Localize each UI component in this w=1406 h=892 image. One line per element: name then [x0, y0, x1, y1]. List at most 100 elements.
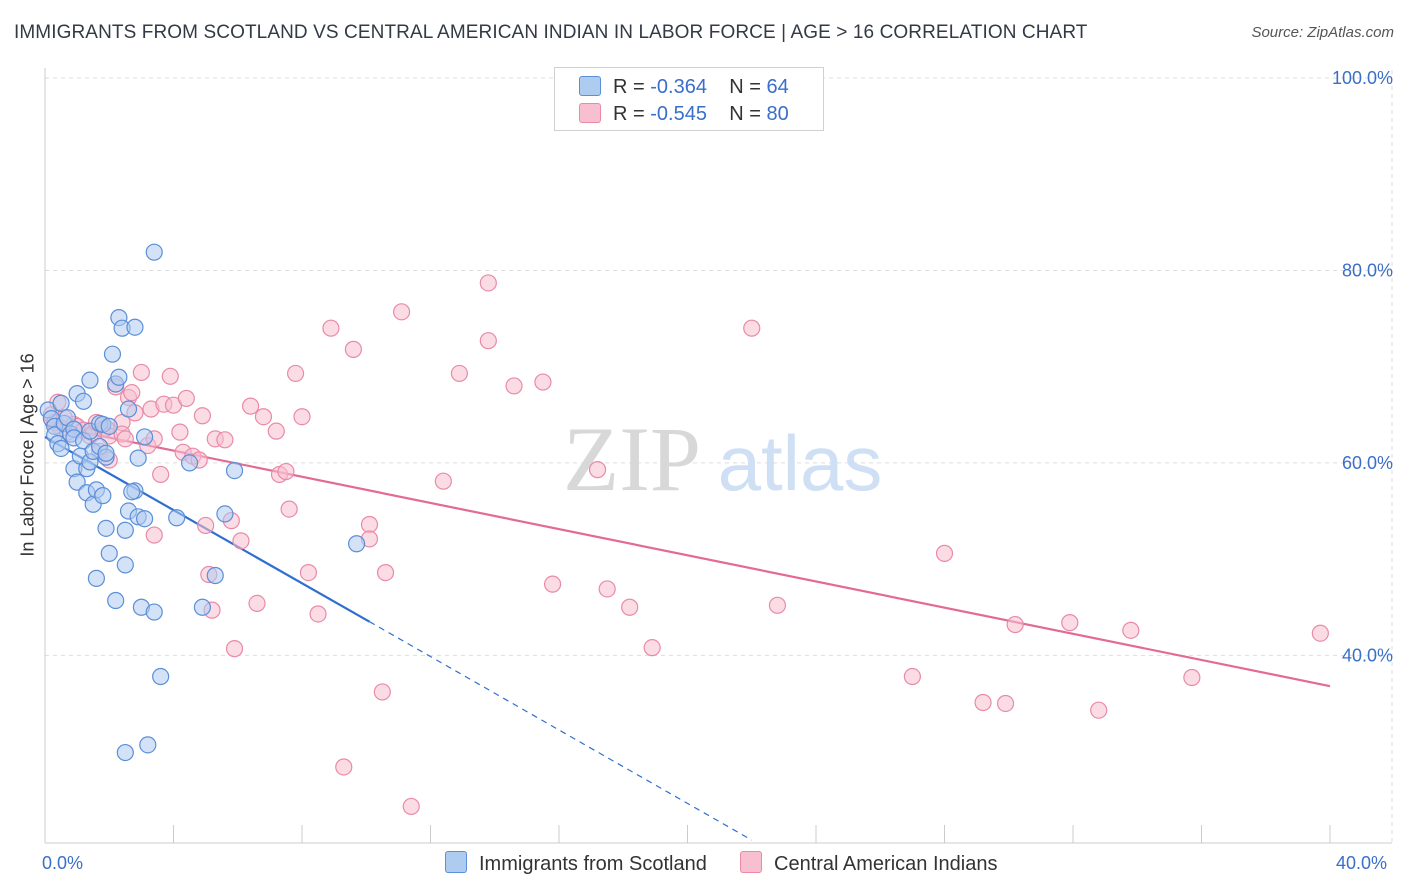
trend-line-central: [44, 423, 1331, 688]
point-scotland: [74, 392, 93, 410]
point-central: [277, 462, 295, 481]
point-scotland: [348, 535, 366, 553]
y-axis-label: In Labor Force | Age > 16: [17, 353, 38, 557]
legend-n-label-central: N =: [729, 103, 761, 125]
point-central: [123, 384, 141, 402]
point-central: [286, 364, 305, 383]
point-central: [768, 596, 787, 614]
point-central: [116, 430, 134, 448]
bottom-legend-scotland: Immigrants from Scotland: [445, 851, 707, 876]
point-central: [376, 564, 395, 582]
point-central: [232, 532, 250, 550]
points-immigrants-from-scotland: [39, 243, 366, 762]
point-central: [177, 389, 195, 408]
point-central: [903, 667, 921, 686]
point-central: [322, 319, 340, 337]
point-central: [598, 580, 616, 598]
point-central: [171, 423, 189, 441]
point-scotland: [206, 566, 224, 585]
y-tick-label-60: 60.0%: [1342, 453, 1393, 473]
point-central: [197, 516, 215, 535]
point-scotland: [100, 417, 118, 435]
point-central: [1122, 621, 1140, 639]
point-scotland: [68, 473, 86, 491]
point-central: [643, 639, 661, 657]
legend-r-label-scotland: R =: [613, 76, 645, 98]
points-central-american-indians: [42, 274, 1329, 816]
point-scotland: [135, 510, 154, 528]
legend-row-scotland: R = -0.364 N = 64: [579, 76, 789, 100]
point-central: [479, 332, 497, 350]
point-scotland: [100, 544, 118, 562]
point-central: [588, 461, 607, 479]
point-scotland: [145, 243, 163, 261]
point-central: [145, 526, 163, 544]
point-scotland: [116, 556, 134, 574]
point-central: [935, 544, 954, 562]
point-scotland: [97, 444, 115, 462]
watermark-zip: ZIP: [563, 408, 701, 510]
point-scotland: [123, 483, 141, 501]
point-central: [254, 408, 273, 426]
point-central: [335, 758, 353, 776]
point-scotland: [152, 667, 170, 686]
point-central: [161, 367, 179, 385]
point-central: [280, 500, 298, 518]
point-scotland: [193, 598, 212, 616]
point-central: [479, 274, 497, 292]
point-central: [543, 575, 562, 593]
y-tick-label-40: 40.0%: [1342, 645, 1393, 665]
point-scotland: [116, 743, 134, 762]
trend-line-scotland-extension: [369, 621, 753, 841]
point-central: [132, 363, 150, 382]
point-scotland: [135, 428, 154, 446]
point-scotland: [97, 519, 115, 537]
grid-layer: [45, 70, 1393, 843]
point-central: [344, 340, 362, 358]
point-central: [743, 319, 761, 337]
point-scotland: [52, 439, 70, 458]
point-scotland: [110, 368, 128, 386]
point-central: [293, 408, 311, 426]
point-scotland: [52, 394, 70, 412]
axes-layer: [44, 68, 1392, 844]
point-scotland: [139, 736, 157, 754]
point-scotland: [87, 569, 106, 587]
point-scotland: [107, 591, 125, 610]
point-central: [534, 373, 552, 391]
point-central: [434, 472, 452, 490]
point-scotland: [180, 454, 199, 472]
point-central: [996, 694, 1015, 713]
point-central: [1183, 668, 1201, 687]
chart-title: IMMIGRANTS FROM SCOTLAND VS CENTRAL AMER…: [14, 22, 1088, 43]
x-tick-label-min: 0.0%: [42, 853, 84, 873]
legend-swatch-central: [579, 103, 601, 123]
point-central: [216, 431, 234, 449]
bottom-legend-swatch-central: [740, 851, 762, 873]
point-central: [225, 640, 244, 658]
point-central: [392, 303, 411, 321]
point-central: [360, 515, 379, 534]
point-central: [621, 598, 639, 616]
point-scotland: [94, 487, 112, 505]
point-scotland: [126, 318, 144, 336]
point-scotland: [145, 603, 163, 621]
bottom-legend-central: Central American Indians: [740, 851, 997, 876]
point-central: [193, 407, 212, 425]
point-scotland: [103, 345, 122, 363]
point-central: [1006, 615, 1024, 634]
watermark-atlas: atlas: [718, 419, 883, 507]
point-scotland: [129, 449, 147, 467]
point-central: [373, 683, 391, 701]
point-scotland: [216, 505, 234, 523]
watermark: ZIP atlas: [563, 408, 882, 510]
point-central: [299, 564, 318, 582]
point-scotland: [168, 509, 186, 527]
point-central: [267, 422, 285, 440]
legend-r-value-central: -0.545: [650, 103, 707, 125]
point-central: [152, 465, 170, 484]
point-central: [974, 693, 992, 712]
legend-r-value-scotland: -0.364: [650, 76, 707, 98]
legend-row-central: R = -0.545 N = 80: [579, 103, 789, 127]
